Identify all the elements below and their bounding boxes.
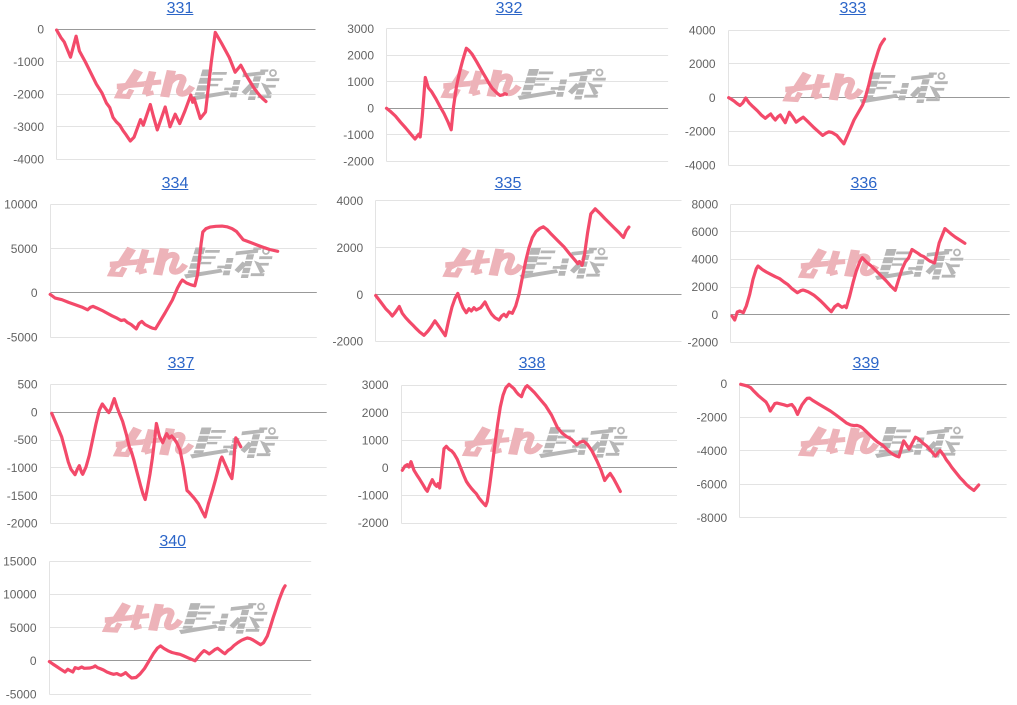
svg-text:-1000: -1000 [13,55,44,69]
svg-text:2000: 2000 [689,57,716,71]
svg-text:-2000: -2000 [358,516,389,530]
svg-text:2000: 2000 [336,241,363,255]
svg-text:-1500: -1500 [7,489,38,503]
svg-text:-2000: -2000 [687,335,718,349]
svg-text:0: 0 [367,102,374,116]
svg-text:8000: 8000 [691,197,718,211]
svg-text:-2000: -2000 [696,411,727,425]
svg-text:-2000: -2000 [685,125,716,139]
svg-text:2000: 2000 [362,406,389,420]
svg-text:500: 500 [17,378,37,392]
svg-text:0: 0 [721,377,728,391]
svg-text:0: 0 [382,461,389,475]
svg-text:4000: 4000 [689,23,716,37]
svg-text:0: 0 [357,288,364,302]
svg-text:-2000: -2000 [7,517,38,531]
svg-text:10000: 10000 [3,588,37,602]
svg-text:0: 0 [37,22,44,36]
svg-text:1000: 1000 [347,75,374,89]
svg-text:2000: 2000 [347,49,374,63]
svg-text:-5000: -5000 [7,330,38,344]
svg-text:0: 0 [31,405,38,419]
svg-text:-5000: -5000 [6,687,37,701]
svg-text:0: 0 [712,308,719,322]
svg-text:0: 0 [31,286,38,300]
svg-text:15000: 15000 [3,555,37,569]
svg-text:2000: 2000 [691,280,718,294]
svg-text:-2000: -2000 [343,155,374,169]
svg-text:-8000: -8000 [696,511,727,525]
svg-text:-1000: -1000 [7,461,38,475]
svg-text:10000: 10000 [4,198,38,212]
svg-text:-2000: -2000 [332,335,363,349]
svg-text:4000: 4000 [691,253,718,267]
svg-text:-6000: -6000 [696,478,727,492]
svg-text:5000: 5000 [11,242,38,256]
svg-text:-1000: -1000 [358,489,389,503]
svg-text:-4000: -4000 [13,153,44,167]
svg-text:-500: -500 [13,433,37,447]
svg-text:0: 0 [30,654,37,668]
svg-text:-4000: -4000 [685,158,716,172]
svg-text:3000: 3000 [362,378,389,392]
svg-text:4000: 4000 [336,194,363,208]
svg-text:6000: 6000 [691,225,718,239]
svg-text:1000: 1000 [362,433,389,447]
svg-text:-1000: -1000 [343,128,374,142]
svg-text:-2000: -2000 [13,88,44,102]
svg-text:-3000: -3000 [13,120,44,134]
svg-text:3000: 3000 [347,22,374,36]
svg-text:5000: 5000 [10,621,37,635]
svg-text:0: 0 [709,91,716,105]
svg-text:-4000: -4000 [696,444,727,458]
